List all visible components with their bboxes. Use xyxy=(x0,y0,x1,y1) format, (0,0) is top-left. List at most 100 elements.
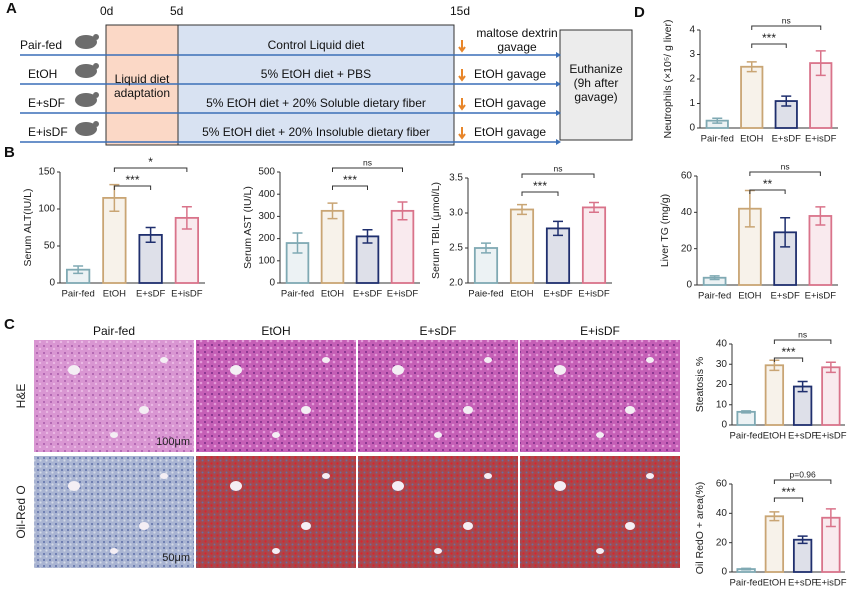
error-bar xyxy=(825,361,836,374)
y-tick-label: 1 xyxy=(689,98,695,109)
error-bar xyxy=(709,275,720,281)
y-tick-label: 40 xyxy=(716,339,728,350)
error-bar xyxy=(815,50,826,77)
vessel xyxy=(139,522,149,530)
diet-text: Control Liquid diet xyxy=(267,38,365,52)
y-axis-label: Serum ALT(IU/L) xyxy=(22,189,34,267)
significance-bracket xyxy=(773,357,804,362)
y-axis-label: Serum AST (IU/L) xyxy=(242,186,254,269)
gavage-arrow xyxy=(458,98,466,111)
significance-bracket xyxy=(773,497,804,502)
group-label: Pair-fed xyxy=(20,38,63,52)
x-tick-label: E+isDF xyxy=(805,291,837,302)
adaptation-text: Liquid diet adaptation xyxy=(113,72,171,100)
day-label: 5d xyxy=(170,4,184,18)
row-label: H&E xyxy=(14,384,28,409)
significance-label: *** xyxy=(125,173,139,187)
panel-label: D xyxy=(634,4,645,21)
x-tick-label: Pair-fed xyxy=(729,431,762,442)
x-tick-label: E+sDF xyxy=(770,291,799,302)
error-bar xyxy=(797,535,808,545)
x-tick-label: EtOH xyxy=(740,134,763,145)
bar xyxy=(821,366,841,426)
error-bar xyxy=(145,226,156,244)
vessel xyxy=(230,481,242,491)
x-tick-label: EtOH xyxy=(510,289,533,300)
gavage-arrow xyxy=(458,127,466,140)
mouse-icon xyxy=(75,35,97,49)
x-tick-label: E+sDF xyxy=(772,134,801,145)
significance-label: *** xyxy=(533,179,547,193)
significance-label: *** xyxy=(781,345,795,359)
error-bar xyxy=(517,203,527,216)
x-tick-label: Pair-fed xyxy=(281,289,314,300)
error-bar xyxy=(589,201,599,214)
gavage-arrow xyxy=(458,69,466,82)
error-bar xyxy=(741,567,752,571)
significance-label: p=0.96 xyxy=(790,469,817,479)
significance-bracket xyxy=(113,185,152,190)
y-tick-label: 20 xyxy=(716,379,728,390)
significance-label: * xyxy=(148,155,153,169)
significance-bracket xyxy=(332,167,403,172)
y-tick-label: 20 xyxy=(716,537,728,548)
x-tick-label: E+sDF xyxy=(543,289,572,300)
gavage-text: EtOH gavage xyxy=(474,125,547,139)
panel-label: A xyxy=(6,0,17,17)
x-tick-label: EtOH xyxy=(763,578,786,589)
x-tick-label: EtOH xyxy=(738,291,761,302)
diet-text: 5% EtOH diet + 20% Insoluble dietary fib… xyxy=(202,125,430,139)
mouse-icon xyxy=(75,122,97,136)
bar xyxy=(764,364,785,426)
y-tick-label: 0 xyxy=(689,123,695,134)
y-tick-label: 0 xyxy=(721,567,727,578)
error-bar xyxy=(553,220,563,237)
significance-bracket xyxy=(751,43,787,48)
x-tick-label: E+sDF xyxy=(136,289,165,300)
x-tick-label: EtOH xyxy=(763,431,786,442)
vessel xyxy=(463,522,473,530)
error-bar xyxy=(781,95,792,107)
bar xyxy=(736,410,756,426)
y-tick-label: 30 xyxy=(716,359,728,370)
vessel xyxy=(646,357,654,363)
error-bar xyxy=(746,61,757,73)
mouse-icon xyxy=(93,34,99,40)
vessel xyxy=(554,481,566,491)
error-bar xyxy=(327,202,338,220)
error-bar xyxy=(181,206,192,230)
column-label: Pair-fed xyxy=(92,324,136,338)
error-bar xyxy=(741,410,752,414)
vessel xyxy=(484,473,492,479)
y-tick-label: 50 xyxy=(44,241,56,252)
x-tick-label: E+sDF xyxy=(788,431,817,442)
vessel xyxy=(392,481,404,491)
mouse-icon xyxy=(93,121,99,127)
gavage-text: maltose dextrin gavage xyxy=(476,26,558,54)
gavage-text: EtOH gavage xyxy=(474,67,547,81)
error-bar xyxy=(815,206,826,226)
vessel xyxy=(68,481,80,491)
x-tick-label: E+sDF xyxy=(788,578,817,589)
error-bar xyxy=(825,508,836,528)
y-axis-label: Oil RedO + area(%) xyxy=(694,482,706,575)
error-bar xyxy=(797,380,808,393)
vessel xyxy=(272,432,280,438)
vessel xyxy=(272,548,280,554)
y-tick-label: 0 xyxy=(269,278,275,289)
arrow-head xyxy=(556,110,561,116)
significance-label: ** xyxy=(763,177,773,191)
error-bar xyxy=(481,242,491,254)
row-label: Oil-Red O xyxy=(14,485,28,538)
adaptation-box xyxy=(105,24,179,146)
x-tick-label: Pair-fed xyxy=(698,291,731,302)
y-tick-label: 3.5 xyxy=(449,173,463,184)
y-tick-label: 100 xyxy=(38,204,55,215)
y-axis-label: Serum TBIL (μmol/L) xyxy=(430,182,442,279)
significance-label: ns xyxy=(782,15,791,25)
column-label: E+sDF xyxy=(419,324,457,338)
x-tick-label: Pair-fed xyxy=(61,289,94,300)
y-axis-label: Neutrophils (×10⁵/ g liver) xyxy=(662,19,674,138)
